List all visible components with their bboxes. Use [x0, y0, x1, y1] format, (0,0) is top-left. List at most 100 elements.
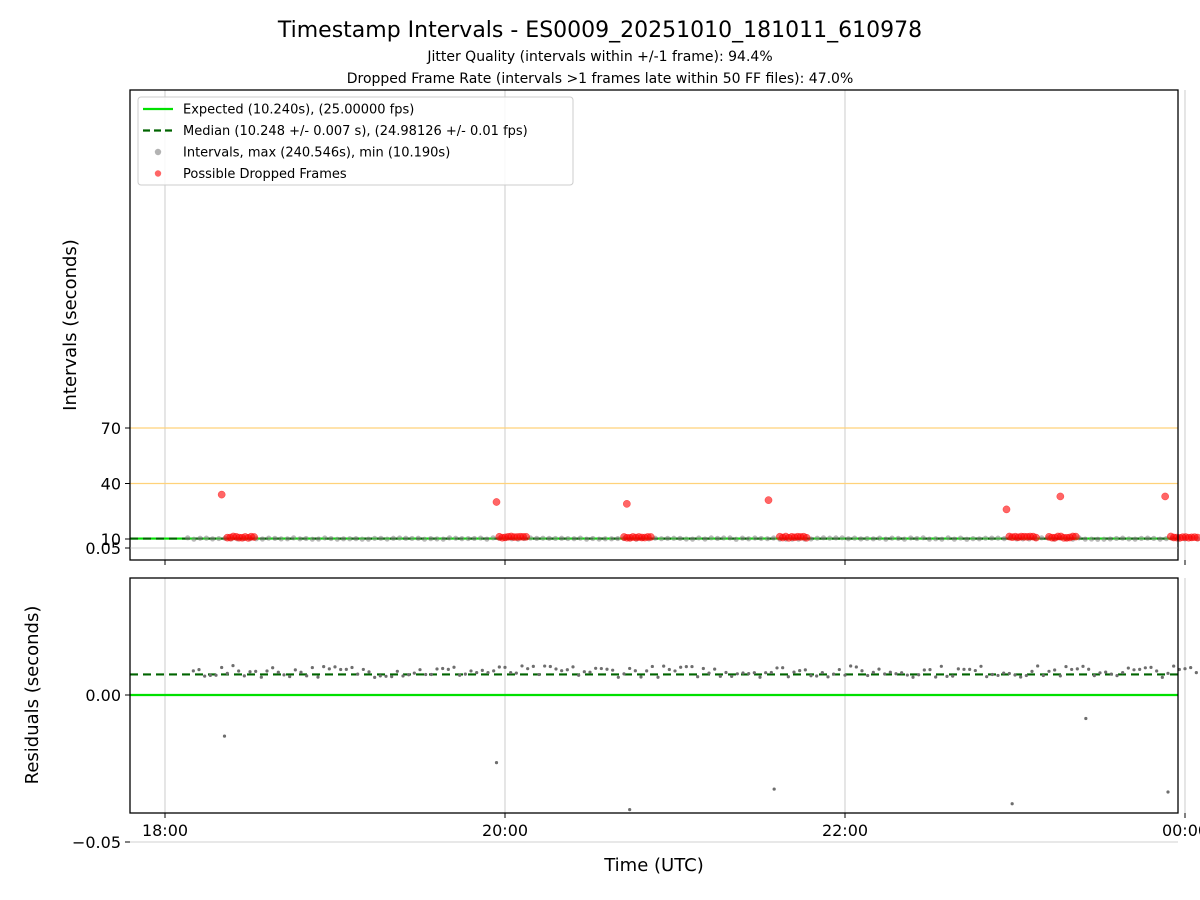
residuals-points [191, 664, 1198, 812]
residual-point [316, 675, 320, 679]
residual-point [225, 671, 229, 676]
residual-point [690, 664, 694, 669]
residual-point [622, 672, 626, 676]
residual-point [429, 672, 433, 677]
residual-point [758, 675, 762, 679]
interval-point [415, 535, 421, 541]
interval-point [1157, 536, 1163, 542]
chart-title: Timestamp Intervals - ES0009_20251010_18… [277, 18, 922, 43]
residual-point [361, 667, 365, 672]
interval-point [608, 536, 615, 542]
chart-subtitle-dropped: Dropped Frame Rate (intervals >1 frames … [347, 71, 854, 87]
interval-point [908, 535, 914, 541]
interval-point [403, 535, 409, 541]
legend-entry: Expected (10.240s), (25.00000 fps) [183, 103, 414, 118]
residual-point [781, 666, 785, 670]
interval-point [752, 535, 758, 541]
residual-point [395, 669, 399, 673]
interval-point [297, 536, 303, 542]
residual-point [333, 665, 337, 669]
dropped-frame-point [1032, 533, 1040, 542]
legend-marker-swatch [154, 170, 162, 177]
interval-point [939, 536, 945, 542]
interval-point [1088, 536, 1095, 542]
residual-point [860, 669, 864, 673]
residual-point [463, 672, 467, 676]
residual-point [299, 670, 303, 674]
interval-point [203, 535, 209, 541]
residual-point [772, 787, 776, 791]
interval-point [870, 536, 876, 542]
y-tick-label: −0.05 [72, 833, 121, 852]
residual-point [418, 668, 422, 672]
interval-point [665, 535, 671, 541]
interval-point [677, 535, 683, 541]
residual-point [928, 668, 932, 672]
interval-point [590, 535, 596, 542]
interval-point [982, 535, 989, 541]
residual-point [605, 667, 609, 671]
intervals-panel: 10 40 70 Intervals (seconds) Expected (10.… [60, 89, 1200, 565]
residual-point [492, 669, 496, 673]
residual-point [1104, 670, 1108, 674]
interval-point [858, 536, 864, 542]
x-tick-label: 18:00 [142, 821, 188, 840]
residual-point [494, 761, 499, 765]
residual-point [945, 674, 949, 678]
interval-point [901, 536, 908, 542]
residual-point [792, 670, 796, 674]
interval-point [1082, 536, 1088, 542]
residual-point [401, 674, 405, 678]
interval-point [1095, 536, 1101, 542]
residual-point [877, 667, 881, 671]
interval-point [534, 535, 540, 541]
residual-point [962, 667, 966, 671]
interval-point [210, 536, 216, 542]
residual-point [390, 675, 394, 679]
residual-point [435, 667, 439, 671]
interval-point [839, 535, 845, 541]
interval-point [259, 536, 266, 542]
residual-point [849, 664, 853, 668]
residual-point [1064, 664, 1068, 669]
residual-point [1053, 668, 1057, 672]
chart-subtitle-jitter: Jitter Quality (intervals within +/-1 fr… [426, 49, 772, 65]
residual-point [843, 673, 847, 677]
residual-point [367, 670, 371, 674]
residual-point [1084, 716, 1088, 721]
interval-point [584, 536, 590, 542]
residual-point [769, 670, 773, 675]
intervals-axes-frame [129, 89, 1179, 561]
residual-point [809, 674, 813, 678]
dropped-frame-point [217, 490, 226, 499]
interval-point [1107, 536, 1113, 542]
residual-point [645, 669, 649, 673]
interval-point [945, 535, 951, 541]
intervals-y-axis-label: Intervals (seconds) [60, 239, 81, 411]
interval-point [596, 536, 602, 542]
residual-point [656, 675, 660, 679]
interval-point [272, 535, 278, 541]
residual-point [1109, 672, 1113, 676]
dropped-frame-point [646, 533, 655, 541]
residual-point [888, 670, 892, 674]
residuals-y-axis-label: Residuals (seconds) [22, 606, 43, 785]
residual-point [1024, 673, 1028, 678]
residual-point [775, 666, 779, 670]
x-axis-label: Time (UTC) [603, 855, 704, 876]
residual-point [509, 670, 513, 675]
interval-point [827, 535, 833, 541]
residual-point [582, 670, 586, 674]
interval-point [721, 535, 727, 541]
residual-point [242, 674, 246, 678]
residual-point [526, 667, 530, 671]
residual-point [956, 667, 960, 671]
interval-point [689, 536, 696, 542]
residual-point [1036, 664, 1040, 668]
residual-point [469, 669, 473, 673]
residual-point [673, 669, 677, 673]
residual-point [520, 664, 524, 668]
residual-point [475, 671, 479, 675]
interval-point [764, 536, 770, 542]
